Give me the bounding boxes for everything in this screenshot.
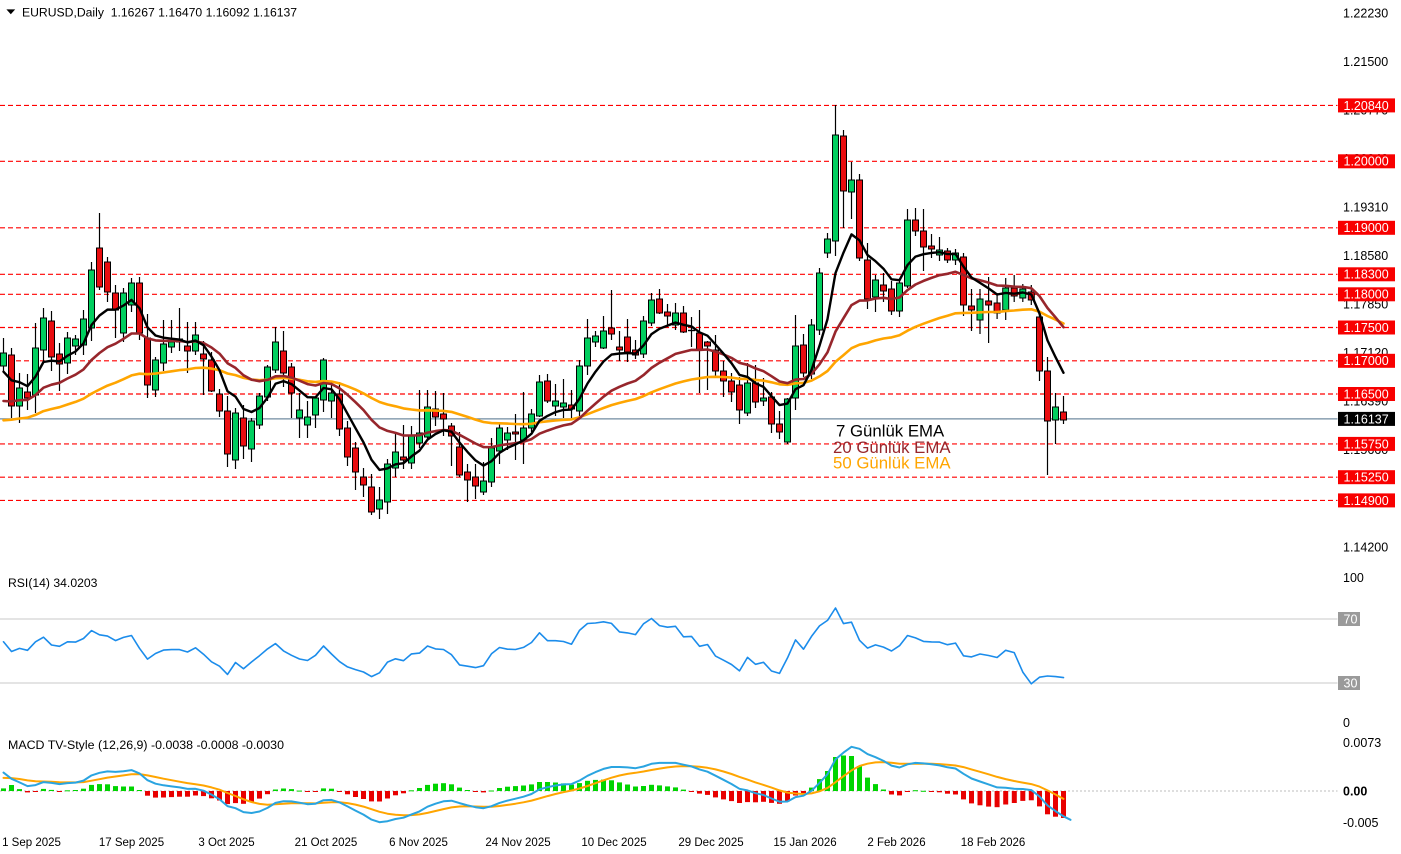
svg-text:1.21500: 1.21500 (1343, 55, 1388, 69)
svg-text:3 Oct 2025: 3 Oct 2025 (198, 837, 254, 849)
svg-text:1.17500: 1.17500 (1344, 321, 1389, 335)
svg-text:1.18000: 1.18000 (1344, 288, 1389, 302)
svg-text:1.20000: 1.20000 (1344, 155, 1389, 169)
svg-text:30: 30 (1344, 676, 1358, 690)
svg-text:1.16137: 1.16137 (1344, 412, 1389, 426)
svg-text:1.15250: 1.15250 (1344, 471, 1389, 485)
svg-text:1.19310: 1.19310 (1343, 201, 1388, 215)
svg-text:0.00: 0.00 (1343, 784, 1367, 798)
svg-text:1 Sep 2025: 1 Sep 2025 (2, 837, 61, 849)
svg-text:18 Feb 2026: 18 Feb 2026 (961, 837, 1026, 849)
svg-text:0.0073: 0.0073 (1343, 736, 1381, 750)
svg-text:1.16500: 1.16500 (1344, 387, 1389, 401)
svg-text:1.17000: 1.17000 (1344, 354, 1389, 368)
svg-text:-0.005: -0.005 (1343, 816, 1378, 830)
svg-text:29 Dec 2025: 29 Dec 2025 (678, 837, 743, 849)
svg-text:1.14900: 1.14900 (1344, 494, 1389, 508)
svg-text:1.15750: 1.15750 (1344, 437, 1389, 451)
svg-text:1.14200: 1.14200 (1343, 540, 1388, 554)
svg-text:1.18580: 1.18580 (1343, 249, 1388, 263)
svg-text:17 Sep 2025: 17 Sep 2025 (99, 837, 164, 849)
svg-text:20 Günlük EMA: 20 Günlük EMA (833, 438, 951, 457)
svg-text:2 Feb 2026: 2 Feb 2026 (867, 837, 925, 849)
svg-text:MACD TV-Style (12,26,9) -0.003: MACD TV-Style (12,26,9) -0.0038 -0.0008 … (8, 738, 284, 752)
svg-text:1.18300: 1.18300 (1344, 268, 1389, 282)
svg-text:RSI(14) 34.0203: RSI(14) 34.0203 (8, 576, 98, 590)
svg-text:1.19000: 1.19000 (1344, 221, 1389, 235)
svg-text:7 Günlük EMA: 7 Günlük EMA (836, 422, 945, 441)
svg-text:6 Nov 2025: 6 Nov 2025 (389, 837, 448, 849)
svg-text:1.20840: 1.20840 (1344, 99, 1389, 113)
svg-text:15 Jan 2026: 15 Jan 2026 (773, 837, 836, 849)
svg-text:24 Nov 2025: 24 Nov 2025 (485, 837, 550, 849)
svg-text:50 Günlük EMA: 50 Günlük EMA (833, 454, 951, 473)
svg-text:100: 100 (1343, 571, 1364, 585)
svg-text:10 Dec 2025: 10 Dec 2025 (581, 837, 646, 849)
svg-text:70: 70 (1344, 612, 1358, 626)
svg-text:0: 0 (1343, 716, 1350, 730)
svg-text:EURUSD,Daily 1.16267 1.16470: EURUSD,Daily 1.16267 1.16470 1.16092 1.1… (22, 6, 297, 20)
svg-text:21 Oct 2025: 21 Oct 2025 (295, 837, 358, 849)
svg-text:1.22230: 1.22230 (1343, 6, 1388, 20)
